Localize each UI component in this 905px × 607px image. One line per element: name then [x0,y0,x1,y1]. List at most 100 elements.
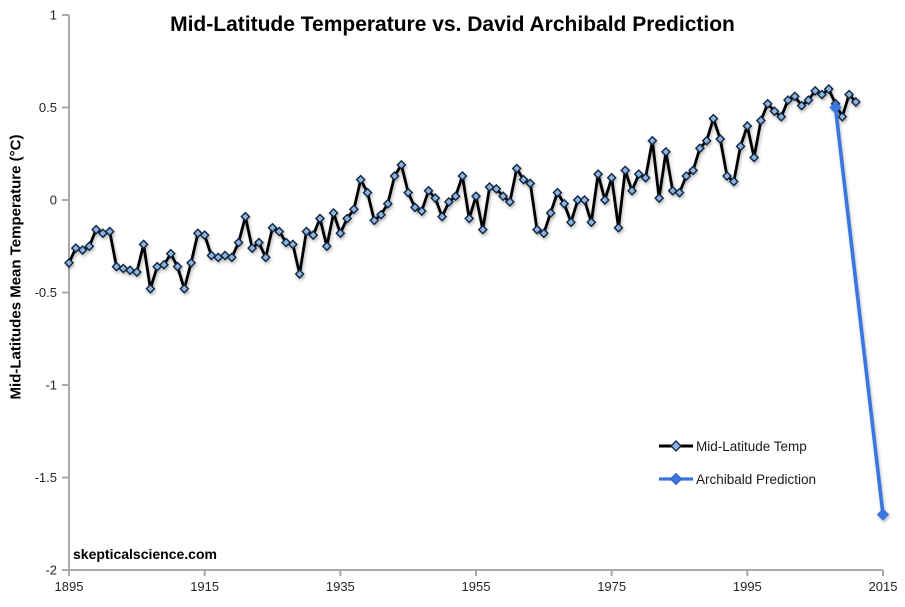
prediction-series-group [829,101,890,521]
temp-data-marker [613,222,624,233]
temp-data-marker [226,252,237,263]
temp-data-marker [762,98,773,109]
temp-data-marker [362,187,373,198]
temp-data-marker [457,170,468,181]
temp-data-marker [796,100,807,111]
temp-series-line [67,87,857,291]
chart-title: Mid-Latitude Temperature vs. David Archi… [170,13,735,36]
temp-data-marker [179,283,190,294]
prediction-legend-diamond-icon [669,472,683,486]
x-tick-label: 2015 [869,579,898,594]
temp-data-marker [165,248,176,259]
temp-data-marker [837,111,848,122]
legend-item-prediction: Archibald Prediction [658,469,816,489]
temp-data-marker [220,250,231,261]
temp-data-marker [138,239,149,250]
temp-data-marker [789,91,800,102]
temp-data-marker [199,230,210,241]
temp-data-marker [77,244,88,255]
temp-data-marker [511,163,522,174]
temp-data-marker [471,191,481,202]
y-tick-label: -1 [45,378,57,393]
temp-data-marker [158,259,169,270]
temp-data-marker [328,207,339,218]
temp-data-marker [715,133,726,144]
temp-data-marker [708,113,719,124]
temp-data-marker [783,95,794,106]
temp-data-marker [667,185,678,196]
legend-label-temp: Mid-Latitude Temp [696,438,807,454]
temp-data-marker [606,172,617,183]
temp-legend-diamond-icon [670,440,682,452]
temp-data-marker [396,159,407,170]
temp-data-marker [525,178,536,189]
temp-data-marker [335,228,346,239]
temp-data-marker [545,207,556,218]
temp-data-marker [640,172,651,183]
temp-data-marker [287,239,298,250]
temp-data-marker [477,224,488,235]
temp-data-marker [253,237,264,248]
temp-data-marker [776,111,787,122]
temp-data-marker [443,196,454,207]
temp-data-marker [816,89,827,100]
temp-data-marker [423,185,434,196]
temp-data-marker [599,195,610,205]
temp-data-marker [233,237,244,248]
temp-data-marker [769,106,780,117]
temp-data-marker [654,193,665,204]
temp-data-marker [850,96,861,107]
legend-label-prediction: Archibald Prediction [696,471,817,487]
y-tick-label: -0.5 [35,285,57,300]
temp-data-marker [281,237,292,248]
temp-data-marker [586,217,597,228]
temp-series-group [64,84,861,294]
temp-data-marker [409,202,420,213]
temp-data-marker [579,195,590,205]
temp-data-marker [803,95,814,106]
temp-data-marker [728,176,739,187]
temp-data-marker [118,263,129,274]
x-tick-label: 1995 [733,579,762,594]
x-tick-label: 1915 [190,579,219,594]
temp-data-marker [688,165,699,176]
temp-data-marker [498,191,509,202]
temp-data-marker [91,224,102,235]
temp-data-marker [552,187,563,198]
prediction-data-marker [829,101,842,114]
temp-data-marker [532,224,543,235]
temp-data-marker [749,152,760,163]
temp-data-marker [314,213,325,224]
temp-data-marker [186,257,197,268]
watermark-skepticalscience: skepticalscience.com [73,546,217,562]
prediction-series-legend-swatch [659,472,693,486]
temp-data-marker [518,174,529,185]
temp-series-legend-swatch [659,440,693,452]
temp-data-marker [844,89,855,100]
temp-data-marker [627,185,638,196]
temp-data-marker [267,222,278,233]
temp-data-marker [437,211,448,222]
temp-data-marker [104,226,115,237]
temp-data-marker [369,215,380,226]
temp-data-marker [260,252,271,263]
y-tick-label: 1 [50,8,57,23]
temp-data-marker [172,261,183,272]
temp-data-marker [620,165,631,176]
temp-data-marker [355,174,366,185]
temp-data-marker [389,170,400,181]
temp-data-marker [742,121,753,131]
temp-data-marker [735,141,746,152]
temp-data-marker [403,187,414,198]
temp-data-marker [342,213,353,224]
legend-item-temp: Mid-Latitude Temp [658,436,816,456]
temp-data-marker [64,257,74,268]
temp-data-marker [572,195,583,205]
temp-data-marker [274,226,285,237]
x-tick-label: 1975 [597,579,626,594]
temp-data-marker [376,209,387,220]
temp-data-marker [294,269,305,279]
temp-data-marker [694,143,705,154]
x-tick-label: 1955 [462,579,491,594]
